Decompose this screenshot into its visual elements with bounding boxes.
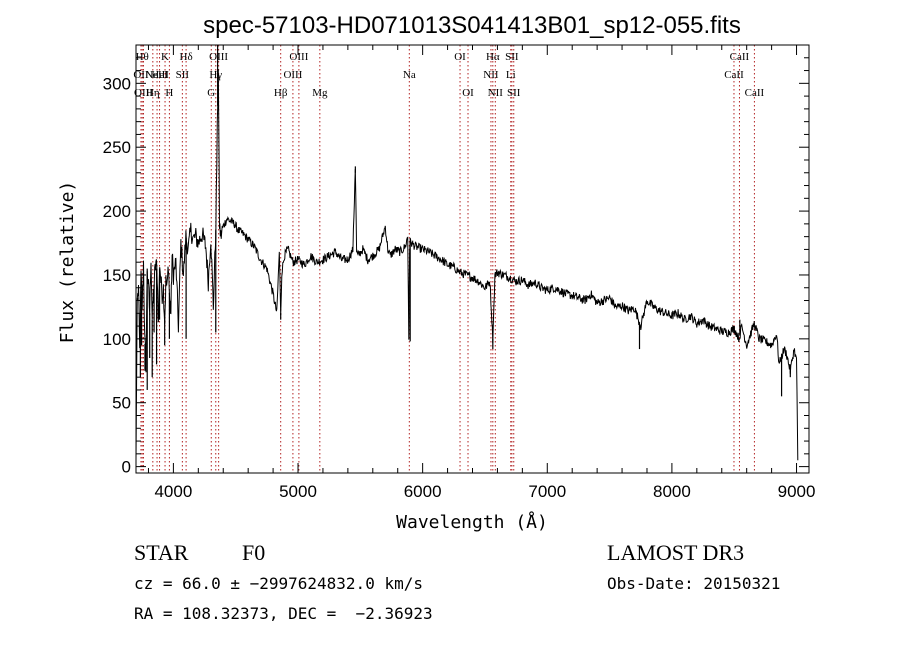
y-axis-label: Flux (relative) — [57, 181, 78, 344]
spectral-line-label: CaII — [724, 69, 744, 81]
spectral-line-label: Hδ — [180, 51, 193, 63]
x-tick-label: 7000 — [528, 482, 566, 501]
spectral-line-label: CaII — [745, 87, 765, 99]
spectral-line-labels: OIIHθOIIIHηNeIIIHeIKHSIIHδGHγOIIIHβOIIIO… — [133, 51, 764, 99]
y-tick-label: 50 — [112, 394, 131, 413]
spectral-line-label: Hβ — [274, 87, 288, 99]
spectral-line-label: OII — [133, 69, 149, 81]
observation-date: Obs-Date: 20150321 — [607, 574, 781, 593]
x-axis-label: Wavelength (Å) — [396, 511, 548, 533]
chart-title: spec-57103-HD071013S041413B01_sp12-055.f… — [203, 12, 741, 39]
object-subclass: F0 — [242, 540, 266, 565]
x-tick-label: 4000 — [154, 482, 192, 501]
x-tick-label: 9000 — [778, 482, 816, 501]
spectral-line-label: Hγ — [209, 69, 222, 81]
spectrum-line — [135, 69, 799, 461]
spectral-line-markers — [140, 45, 755, 473]
spectrum-spikes — [136, 45, 791, 397]
spectral-line-label: G — [207, 87, 215, 99]
survey-name: LAMOST DR3 — [607, 540, 745, 565]
spectral-line-label: NII — [488, 87, 504, 99]
spectral-line-label: OIII — [209, 51, 228, 63]
spectral-line-label: K — [161, 51, 169, 63]
spectral-line-label: Mg — [312, 87, 328, 99]
y-tick-label: 0 — [122, 458, 131, 477]
spectral-line-label: Li — [506, 69, 516, 81]
y-tick-label: 150 — [103, 266, 131, 285]
y-tick-label: 300 — [103, 74, 131, 93]
x-axis-ticks: 4000 5000 6000 7000 8000 9000 — [147, 45, 816, 501]
object-class: STAR — [134, 540, 189, 565]
spectral-line-label: SII — [507, 87, 521, 99]
spectral-line-label: OI — [462, 87, 474, 99]
y-tick-label: 100 — [103, 330, 131, 349]
spectral-line-label: HeI — [151, 69, 168, 81]
spectral-line-label: Hη — [146, 87, 160, 99]
spectral-line-label: OI — [454, 51, 466, 63]
spectral-line-label: SII — [176, 69, 190, 81]
y-axis-ticks: 0 50 100 150 200 250 300 — [103, 57, 809, 477]
x-tick-label: 5000 — [279, 482, 317, 501]
spectral-line-label: OIII — [289, 51, 308, 63]
spectral-line-label: Hθ — [136, 51, 149, 63]
plot-frame — [135, 44, 810, 474]
spectral-line-label: H — [165, 87, 173, 99]
spectral-line-label: OIII — [283, 69, 302, 81]
x-tick-label: 6000 — [404, 482, 442, 501]
spectral-line-label: Na — [403, 69, 416, 81]
spectral-line-label: SII — [505, 51, 519, 63]
x-tick-label: 8000 — [653, 482, 691, 501]
spectrum-chart: spec-57103-HD071013S041413B01_sp12-055.f… — [57, 12, 816, 533]
spectral-line-label: NeIII — [145, 69, 169, 81]
spectral-line-label: NII — [483, 69, 499, 81]
spectral-line-label: CaII — [730, 51, 750, 63]
y-tick-label: 200 — [103, 202, 131, 221]
coordinates-line: RA = 108.32373, DEC = −2.36923 — [134, 604, 433, 623]
spectral-line-label: Hα — [486, 51, 500, 63]
redshift-line: cz = 66.0 ± −2997624832.0 km/s — [134, 574, 423, 593]
y-tick-label: 250 — [103, 138, 131, 157]
